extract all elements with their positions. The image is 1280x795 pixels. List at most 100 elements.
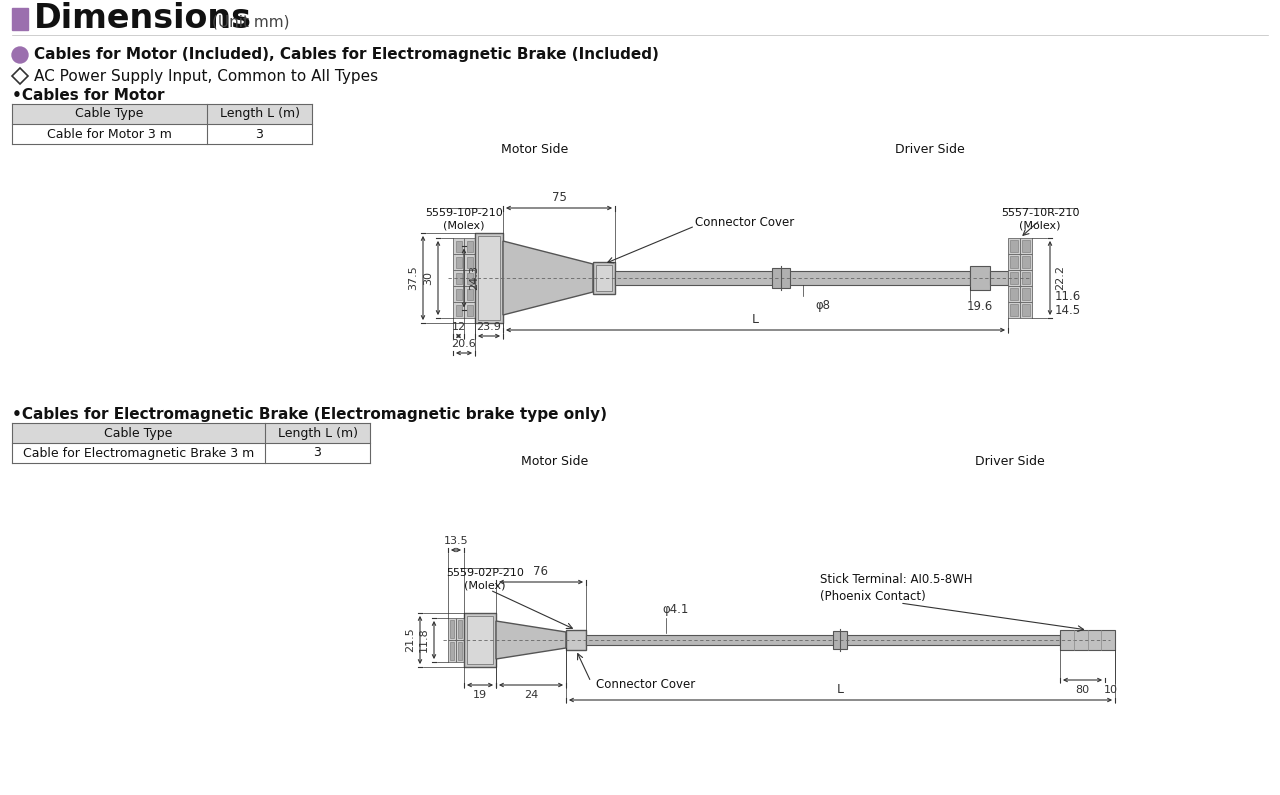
Bar [465,613,497,667]
Text: Driver Side: Driver Side [975,455,1044,468]
Bar [1010,272,1018,284]
Text: 13.5: 13.5 [444,536,468,546]
Bar [12,104,207,124]
Bar [458,642,462,660]
Bar [1021,256,1030,268]
Bar [448,618,456,640]
Text: 24.3: 24.3 [468,266,479,290]
Bar [614,271,970,285]
Text: Length L (m): Length L (m) [278,426,357,440]
Text: 11.6: 11.6 [1055,289,1082,303]
Text: 3: 3 [314,447,321,460]
Bar [453,254,465,270]
Text: 24: 24 [524,690,538,700]
Text: 23.9: 23.9 [476,322,502,332]
Text: Cable Type: Cable Type [104,426,173,440]
Bar [456,618,465,640]
Bar [12,423,265,443]
Text: 76: 76 [534,565,549,578]
Bar [465,270,475,286]
Text: Driver Side: Driver Side [895,143,965,156]
Bar [453,238,465,254]
Bar [566,630,586,650]
Bar [586,635,1060,645]
Text: •Cables for Electromagnetic Brake (Electromagnetic brake type only): •Cables for Electromagnetic Brake (Elect… [12,408,607,422]
Text: Motor Side: Motor Side [521,455,589,468]
Text: 5559-02P-210
(Molex): 5559-02P-210 (Molex) [445,568,524,591]
Bar [453,286,465,302]
Bar [1020,302,1032,318]
Text: L: L [753,313,759,326]
Text: φ8: φ8 [815,300,829,312]
Text: Cable Type: Cable Type [76,107,143,121]
Bar [1020,254,1032,270]
Bar [1060,630,1115,650]
Bar [465,286,475,302]
Bar [1021,304,1030,316]
Text: Connector Cover: Connector Cover [695,216,795,230]
Bar [1020,270,1032,286]
Bar [456,241,462,251]
Bar [477,236,500,320]
Text: 12: 12 [452,322,466,332]
Bar [466,289,472,300]
Text: 14.5: 14.5 [1055,304,1082,317]
Bar [453,270,465,286]
Bar [1010,288,1018,300]
Polygon shape [497,621,566,659]
Bar [456,289,462,300]
Text: Stick Terminal: AI0.5-8WH
(Phoenix Contact): Stick Terminal: AI0.5-8WH (Phoenix Conta… [820,573,973,603]
Bar [1009,286,1020,302]
Bar [448,640,456,662]
Text: (Unit mm): (Unit mm) [212,14,289,29]
Text: 30: 30 [422,271,433,285]
Bar [453,302,465,318]
Bar [12,8,28,30]
Bar [466,241,472,251]
Bar [466,304,472,316]
Text: 21.5: 21.5 [404,627,415,653]
Text: •Cables for Motor: •Cables for Motor [12,88,165,103]
Bar [458,620,462,638]
Text: Cables for Motor (Included), Cables for Electromagnetic Brake (Included): Cables for Motor (Included), Cables for … [35,48,659,63]
Text: Cable for Motor 3 m: Cable for Motor 3 m [47,127,172,141]
Bar [466,257,472,267]
Bar [475,233,503,323]
Bar [1021,240,1030,252]
Bar [1010,240,1018,252]
Bar [465,238,475,254]
Bar [265,423,370,443]
Bar [1010,304,1018,316]
Bar [1020,286,1032,302]
Bar [1009,254,1020,270]
Bar [456,304,462,316]
Bar [596,265,612,291]
Bar [593,262,614,294]
Text: Cable for Electromagnetic Brake 3 m: Cable for Electromagnetic Brake 3 m [23,447,255,460]
Text: φ4.1: φ4.1 [663,603,689,616]
Text: Length L (m): Length L (m) [219,107,300,121]
Text: Connector Cover: Connector Cover [596,678,695,692]
Bar [1021,288,1030,300]
Bar [466,273,472,284]
Text: 22.2: 22.2 [1055,266,1065,290]
Text: 75: 75 [552,191,567,204]
Text: 5559-10P-210
(Molex): 5559-10P-210 (Molex) [425,208,503,231]
Bar [1020,238,1032,254]
Text: 5557-10R-210
(Molex): 5557-10R-210 (Molex) [1001,208,1079,231]
Text: L: L [837,683,844,696]
Bar [1010,256,1018,268]
Bar [207,104,312,124]
Bar [451,620,454,638]
Text: 10: 10 [1103,685,1117,695]
Bar [456,273,462,284]
Text: 20.6: 20.6 [452,339,476,349]
Bar [989,271,1009,285]
Bar [456,257,462,267]
Bar [467,616,493,664]
Bar [465,302,475,318]
Text: 19: 19 [472,690,488,700]
Bar [833,631,847,649]
Text: AC Power Supply Input, Common to All Types: AC Power Supply Input, Common to All Typ… [35,68,378,83]
Bar [465,254,475,270]
